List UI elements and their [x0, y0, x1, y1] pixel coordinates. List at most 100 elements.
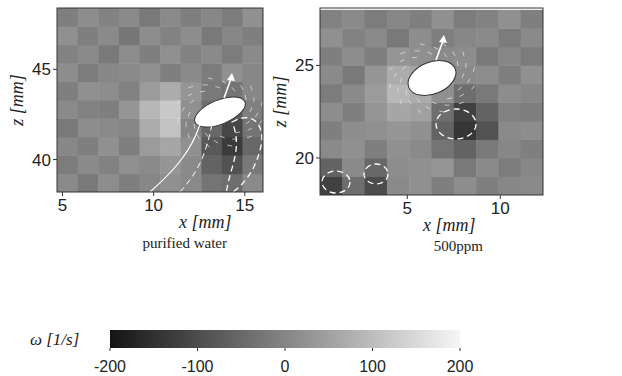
cell	[242, 137, 263, 156]
vector	[398, 88, 399, 93]
vector	[434, 47, 438, 50]
cell	[521, 121, 543, 140]
wake-line	[150, 124, 200, 192]
vector	[214, 140, 218, 143]
cell	[222, 155, 243, 174]
cell	[57, 137, 78, 156]
cell	[454, 176, 477, 195]
cell	[139, 174, 160, 192]
vector	[177, 118, 179, 123]
cell	[342, 28, 365, 47]
cell	[242, 8, 263, 27]
vector	[246, 121, 250, 124]
cell	[201, 174, 222, 192]
colorbar-tick	[197, 348, 198, 351]
vector	[232, 87, 235, 91]
cell	[498, 102, 521, 121]
cell	[222, 45, 243, 64]
cell	[342, 158, 365, 177]
cell	[498, 121, 521, 140]
y-tick-label: 45	[32, 60, 51, 79]
cell	[98, 26, 119, 45]
y-tick	[53, 159, 57, 160]
vortex-outline	[226, 118, 262, 192]
vector	[220, 136, 225, 138]
cell	[432, 139, 455, 158]
cell	[222, 26, 243, 45]
annotations	[322, 35, 476, 193]
cell	[476, 47, 499, 66]
cell	[498, 65, 521, 84]
cell	[342, 139, 365, 158]
cell	[78, 137, 99, 156]
cell	[387, 65, 410, 84]
y-axis-label: z [mm]	[7, 74, 27, 127]
cell	[119, 45, 140, 64]
plot-frame	[57, 8, 263, 192]
cell	[365, 47, 388, 66]
cell	[139, 137, 160, 156]
vector	[182, 107, 185, 111]
colorbar-tick-label: 0	[281, 358, 290, 375]
cell	[476, 65, 499, 84]
vector	[459, 102, 464, 104]
cell	[181, 8, 202, 27]
cell	[160, 118, 181, 137]
y-tick-label: 40	[32, 151, 51, 170]
vector	[473, 67, 475, 72]
cell	[98, 45, 119, 64]
cell	[365, 84, 388, 103]
vector	[259, 120, 262, 124]
cell	[342, 176, 365, 195]
vector	[248, 128, 252, 130]
cell	[57, 8, 78, 27]
cell	[320, 102, 343, 121]
cell	[57, 118, 78, 137]
vector	[453, 52, 455, 56]
cell	[78, 82, 99, 101]
vector	[389, 67, 392, 71]
colorbar	[110, 330, 460, 348]
cell	[78, 118, 99, 137]
cell	[409, 139, 432, 158]
vortex-outline	[364, 164, 388, 184]
cell	[78, 174, 99, 192]
cell	[476, 10, 499, 29]
vector	[406, 90, 408, 95]
vector	[457, 61, 459, 66]
cell	[387, 158, 410, 177]
cell	[342, 84, 365, 103]
cell	[387, 102, 410, 121]
vector	[467, 79, 470, 83]
cell	[454, 139, 477, 158]
heatmap	[320, 10, 543, 195]
cell	[181, 45, 202, 64]
cell	[181, 82, 202, 101]
cell	[409, 28, 432, 47]
cell	[119, 137, 140, 156]
cell	[521, 176, 543, 195]
cell	[454, 10, 477, 29]
vector	[458, 87, 462, 90]
vector	[471, 86, 474, 90]
cell	[98, 155, 119, 174]
cell	[432, 10, 455, 29]
colorbar-tick-label: -100	[181, 358, 213, 375]
vector	[426, 106, 430, 109]
cell	[387, 47, 410, 66]
cell	[181, 155, 202, 174]
vector	[462, 73, 464, 78]
cell	[98, 100, 119, 119]
cell	[454, 158, 477, 177]
panel-caption: 500ppm	[434, 238, 484, 254]
cell	[387, 84, 410, 103]
cell	[181, 174, 202, 192]
vector	[227, 145, 232, 147]
cell	[342, 10, 365, 29]
cell	[409, 102, 432, 121]
cell	[387, 176, 410, 195]
cell	[365, 102, 388, 121]
cell	[57, 63, 78, 82]
vector	[250, 107, 252, 112]
wake-outline	[180, 124, 212, 192]
